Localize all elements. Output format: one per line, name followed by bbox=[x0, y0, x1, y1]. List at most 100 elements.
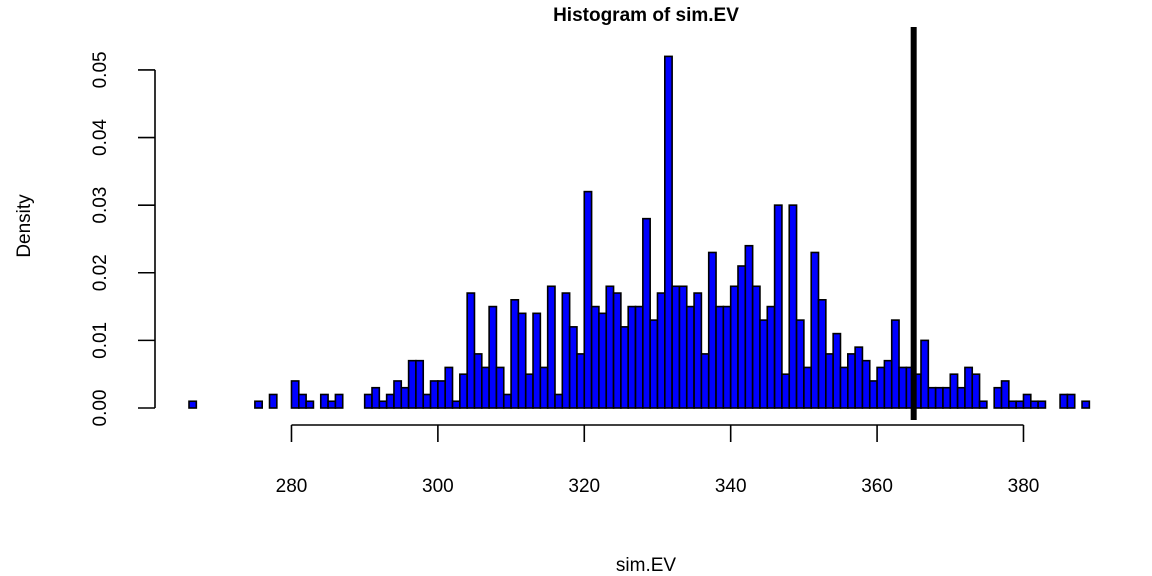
histogram-bar bbox=[839, 366, 849, 409]
histogram-bar bbox=[254, 400, 264, 409]
x-tick-label: 340 bbox=[715, 476, 747, 497]
histogram-bar bbox=[854, 346, 864, 409]
histogram-bars bbox=[188, 55, 1091, 409]
histogram-bar bbox=[707, 251, 717, 409]
histogram-bar bbox=[334, 393, 344, 409]
histogram-bar bbox=[817, 299, 827, 409]
histogram-bar bbox=[371, 386, 381, 409]
histogram-bar bbox=[546, 285, 556, 409]
histogram-bar bbox=[751, 285, 761, 409]
histogram-bar bbox=[495, 366, 505, 409]
histogram-bar bbox=[612, 292, 622, 409]
histogram-bar bbox=[627, 305, 637, 409]
y-tick-label: 0.00 bbox=[90, 390, 111, 427]
histogram-bar bbox=[1037, 400, 1047, 409]
histogram-bar bbox=[319, 393, 329, 409]
histogram-bar bbox=[656, 292, 666, 409]
histogram-bar bbox=[444, 366, 454, 409]
chart-title: Histogram of sim.EV bbox=[553, 5, 739, 26]
histogram-bar bbox=[773, 204, 783, 409]
x-axis: 280 300 320 340 360 380 bbox=[276, 424, 1039, 497]
histogram-bar bbox=[883, 359, 893, 409]
histogram-bar bbox=[956, 386, 966, 409]
histogram-bar bbox=[561, 292, 571, 409]
histogram-bar bbox=[759, 319, 769, 409]
histogram-bar bbox=[949, 373, 959, 409]
histogram-bar bbox=[781, 373, 791, 409]
histogram-bar bbox=[868, 380, 878, 409]
histogram-bar bbox=[459, 373, 468, 409]
histogram-bar bbox=[642, 217, 651, 409]
histogram-bar bbox=[825, 353, 834, 409]
histogram-bar bbox=[971, 373, 981, 409]
histogram-bar bbox=[1000, 380, 1010, 409]
x-tick-label: 280 bbox=[276, 476, 308, 497]
histogram-bar bbox=[451, 400, 461, 409]
histogram-bar bbox=[385, 393, 395, 409]
histogram-bar bbox=[671, 285, 681, 409]
histogram-bar bbox=[378, 400, 388, 409]
histogram-bar bbox=[1008, 400, 1017, 409]
histogram-bar bbox=[832, 332, 842, 409]
histogram-bar bbox=[268, 393, 278, 409]
histogram-bar bbox=[744, 244, 754, 409]
histogram-bar bbox=[305, 400, 315, 409]
histogram-bar bbox=[978, 400, 988, 409]
histogram-bar bbox=[590, 305, 600, 409]
histogram-bar bbox=[803, 366, 813, 409]
histogram-bar bbox=[188, 400, 198, 409]
histogram-bar bbox=[290, 380, 300, 409]
histogram-bar bbox=[1022, 393, 1032, 409]
histogram-bar bbox=[297, 393, 307, 409]
histogram-bar bbox=[649, 319, 659, 409]
histogram-bar bbox=[861, 359, 871, 409]
histogram-bar bbox=[539, 366, 549, 409]
histogram-bar bbox=[685, 305, 695, 409]
histogram-bar bbox=[810, 251, 820, 409]
histogram-bar bbox=[634, 305, 644, 409]
histogram-bar bbox=[583, 190, 593, 409]
histogram-bar bbox=[415, 359, 425, 409]
histogram-bar bbox=[576, 353, 586, 409]
histogram-bar bbox=[488, 305, 498, 409]
histogram-bar bbox=[1015, 400, 1025, 409]
histogram-bar bbox=[605, 285, 615, 409]
histogram-bar bbox=[927, 386, 937, 409]
x-tick-label: 360 bbox=[861, 476, 893, 497]
histogram-bar bbox=[466, 292, 476, 409]
histogram-bar bbox=[678, 285, 688, 409]
histogram-bar bbox=[327, 400, 337, 409]
y-tick-label: 0.03 bbox=[90, 187, 111, 224]
histogram-bar bbox=[898, 366, 908, 409]
histogram-bar bbox=[788, 204, 798, 409]
histogram-bar bbox=[429, 380, 439, 409]
histogram-bar bbox=[920, 339, 930, 409]
histogram-bar bbox=[890, 319, 900, 409]
histogram-bar bbox=[1030, 400, 1039, 409]
histogram-bar bbox=[532, 312, 542, 409]
histogram-bar bbox=[1081, 400, 1091, 409]
histogram-bar bbox=[1066, 393, 1076, 409]
histogram-bar bbox=[715, 305, 725, 409]
histogram-bar bbox=[663, 55, 673, 409]
histogram-bar bbox=[620, 326, 630, 409]
x-tick-label: 300 bbox=[422, 476, 454, 497]
histogram-bar bbox=[473, 353, 483, 409]
y-tick-label: 0.04 bbox=[90, 119, 111, 156]
histogram-bar bbox=[554, 393, 564, 409]
histogram-bar bbox=[722, 305, 732, 409]
y-tick-label: 0.05 bbox=[90, 51, 111, 88]
histogram-bar bbox=[568, 326, 578, 409]
histogram-bar bbox=[422, 393, 432, 409]
histogram-bar bbox=[400, 386, 410, 409]
histogram-bar bbox=[524, 373, 534, 409]
histogram-bar bbox=[407, 359, 417, 409]
histogram-bar bbox=[737, 265, 747, 409]
histogram-bar bbox=[795, 319, 805, 409]
histogram-bar bbox=[1059, 393, 1069, 409]
histogram-bar bbox=[876, 366, 886, 409]
histogram-bar bbox=[700, 353, 710, 409]
histogram-bar bbox=[934, 386, 944, 409]
histogram-bar bbox=[846, 353, 856, 409]
histogram-bar bbox=[510, 299, 520, 409]
